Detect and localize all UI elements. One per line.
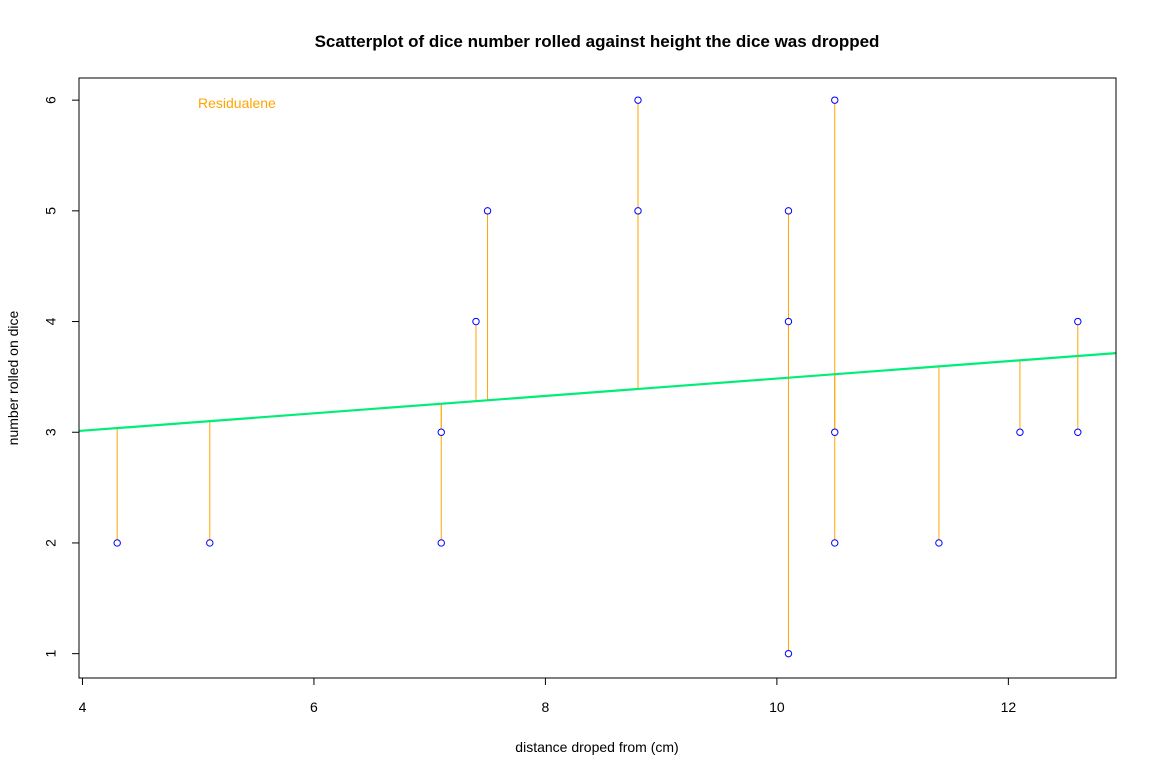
x-tick-label: 8 xyxy=(542,699,550,715)
regression-line-group xyxy=(78,351,1117,433)
data-point xyxy=(784,317,793,326)
data-point xyxy=(634,96,642,104)
x-tick-label: 6 xyxy=(310,699,318,715)
data-point xyxy=(113,539,121,547)
data-point xyxy=(472,317,480,326)
y-axis: 1 2 3 4 5 6 xyxy=(43,96,79,658)
data-point xyxy=(784,649,793,658)
data-point xyxy=(831,428,839,436)
data-point xyxy=(1074,428,1082,436)
data-point xyxy=(935,539,943,547)
y-tick-label: 5 xyxy=(43,207,59,215)
x-axis: 4 6 8 10 12 xyxy=(79,678,1017,715)
x-tick-label: 4 xyxy=(79,699,87,715)
y-axis-label: number rolled on dice xyxy=(5,310,21,445)
x-tick-label: 12 xyxy=(1001,699,1017,715)
plot-frame xyxy=(78,77,1117,679)
data-points xyxy=(113,96,1082,658)
data-point xyxy=(831,539,839,547)
data-point xyxy=(634,207,642,215)
y-tick-label: 4 xyxy=(43,317,59,325)
x-tick-label: 10 xyxy=(769,699,785,715)
x-axis-label: distance droped from (cm) xyxy=(515,739,678,755)
y-tick-label: 3 xyxy=(43,428,59,436)
data-point xyxy=(206,539,214,547)
data-point xyxy=(437,428,445,436)
data-point xyxy=(437,539,445,547)
y-tick-label: 6 xyxy=(43,96,59,104)
chart-title: Scatterplot of dice number rolled agains… xyxy=(315,32,880,51)
data-point xyxy=(784,207,793,215)
y-tick-label: 2 xyxy=(43,539,59,547)
data-point xyxy=(483,207,492,215)
y-tick-label: 1 xyxy=(43,650,59,658)
residual-lines xyxy=(116,100,1079,654)
regression-line xyxy=(78,351,1117,433)
data-point xyxy=(831,96,839,104)
data-point xyxy=(1074,317,1082,326)
data-point xyxy=(1016,428,1024,436)
legend-residualene: Residualene xyxy=(198,95,276,111)
